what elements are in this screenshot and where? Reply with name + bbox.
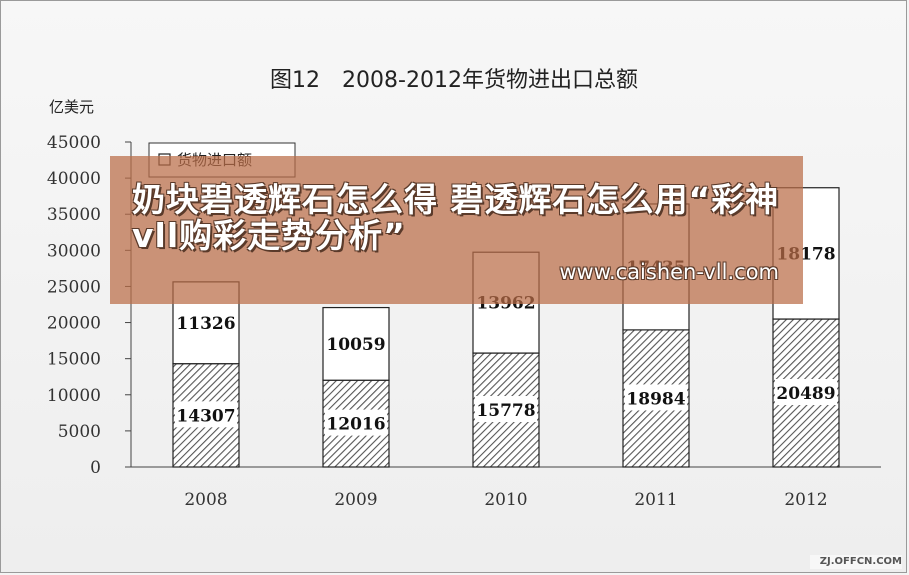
y-tick-label: 5000 [58,422,101,442]
y-tick-label: 40000 [47,169,101,189]
data-label-bg [775,379,837,406]
chart-title: 图12 2008-2012年货物进出口总额 [270,68,638,93]
y-tick-label: 20000 [47,314,101,334]
data-label-bg [175,308,237,335]
y-tick-label: 10000 [47,386,101,406]
data-label: 15778 [476,401,535,421]
y-tick-label: 45000 [47,133,101,153]
data-label: 11326 [176,314,235,334]
data-label-bg [175,401,237,428]
data-label-bg [325,329,387,356]
x-tick-label: 2010 [484,490,527,510]
x-tick-label: 2009 [334,490,377,510]
site-watermark: ZJ.OFFCN.COM [810,555,902,569]
x-tick-label: 2011 [634,490,677,510]
y-axis-unit: 亿美元 [49,98,94,116]
data-label: 20489 [776,384,835,404]
data-label: 14307 [176,406,235,426]
data-label: 18984 [626,389,685,409]
y-tick-label: 35000 [47,205,101,225]
ad-overlay-title[interactable]: 奶块碧透辉石怎么得 碧透辉石怎么用“彩神vll购彩走势分析” [132,180,780,255]
y-tick-label: 25000 [47,277,101,297]
x-tick-label: 2008 [184,490,227,510]
ad-overlay-url[interactable]: www.caishen-vll.com [559,260,779,284]
data-label: 12016 [326,415,385,435]
x-tick-label: 2012 [784,490,827,510]
data-label: 10059 [326,335,385,355]
ad-overlay-banner[interactable]: 奶块碧透辉石怎么得 碧透辉石怎么用“彩神vll购彩走势分析” www.caish… [110,156,803,304]
data-label-bg [625,384,687,411]
y-tick-label: 30000 [47,241,101,261]
data-label-bg [325,409,387,436]
y-tick-label: 0 [90,458,101,478]
data-label-bg [475,396,537,423]
y-tick-label: 15000 [47,350,101,370]
